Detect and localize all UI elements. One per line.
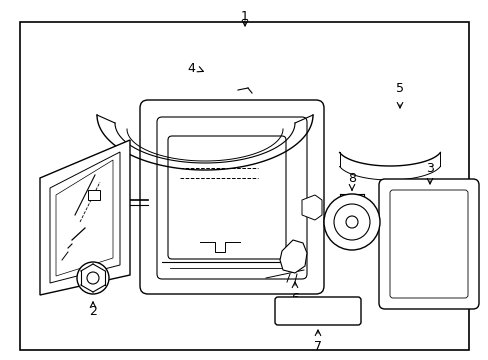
- Text: 2: 2: [89, 305, 97, 318]
- Circle shape: [87, 272, 99, 284]
- Circle shape: [333, 204, 369, 240]
- Polygon shape: [50, 152, 120, 283]
- Text: 5: 5: [395, 82, 403, 95]
- FancyBboxPatch shape: [274, 297, 360, 325]
- FancyBboxPatch shape: [140, 100, 324, 294]
- FancyBboxPatch shape: [88, 190, 100, 200]
- Circle shape: [77, 262, 109, 294]
- Polygon shape: [280, 240, 306, 273]
- FancyBboxPatch shape: [157, 117, 306, 279]
- Text: 8: 8: [347, 172, 355, 185]
- Text: 6: 6: [290, 292, 298, 305]
- FancyBboxPatch shape: [168, 136, 285, 259]
- Text: 7: 7: [313, 340, 321, 353]
- Text: 1: 1: [241, 10, 248, 23]
- Circle shape: [346, 216, 357, 228]
- Text: 3: 3: [425, 162, 433, 175]
- Polygon shape: [302, 195, 321, 220]
- Polygon shape: [40, 140, 130, 295]
- Circle shape: [324, 194, 379, 250]
- FancyBboxPatch shape: [389, 190, 467, 298]
- FancyBboxPatch shape: [378, 179, 478, 309]
- Text: 4: 4: [187, 62, 195, 75]
- Polygon shape: [56, 160, 113, 276]
